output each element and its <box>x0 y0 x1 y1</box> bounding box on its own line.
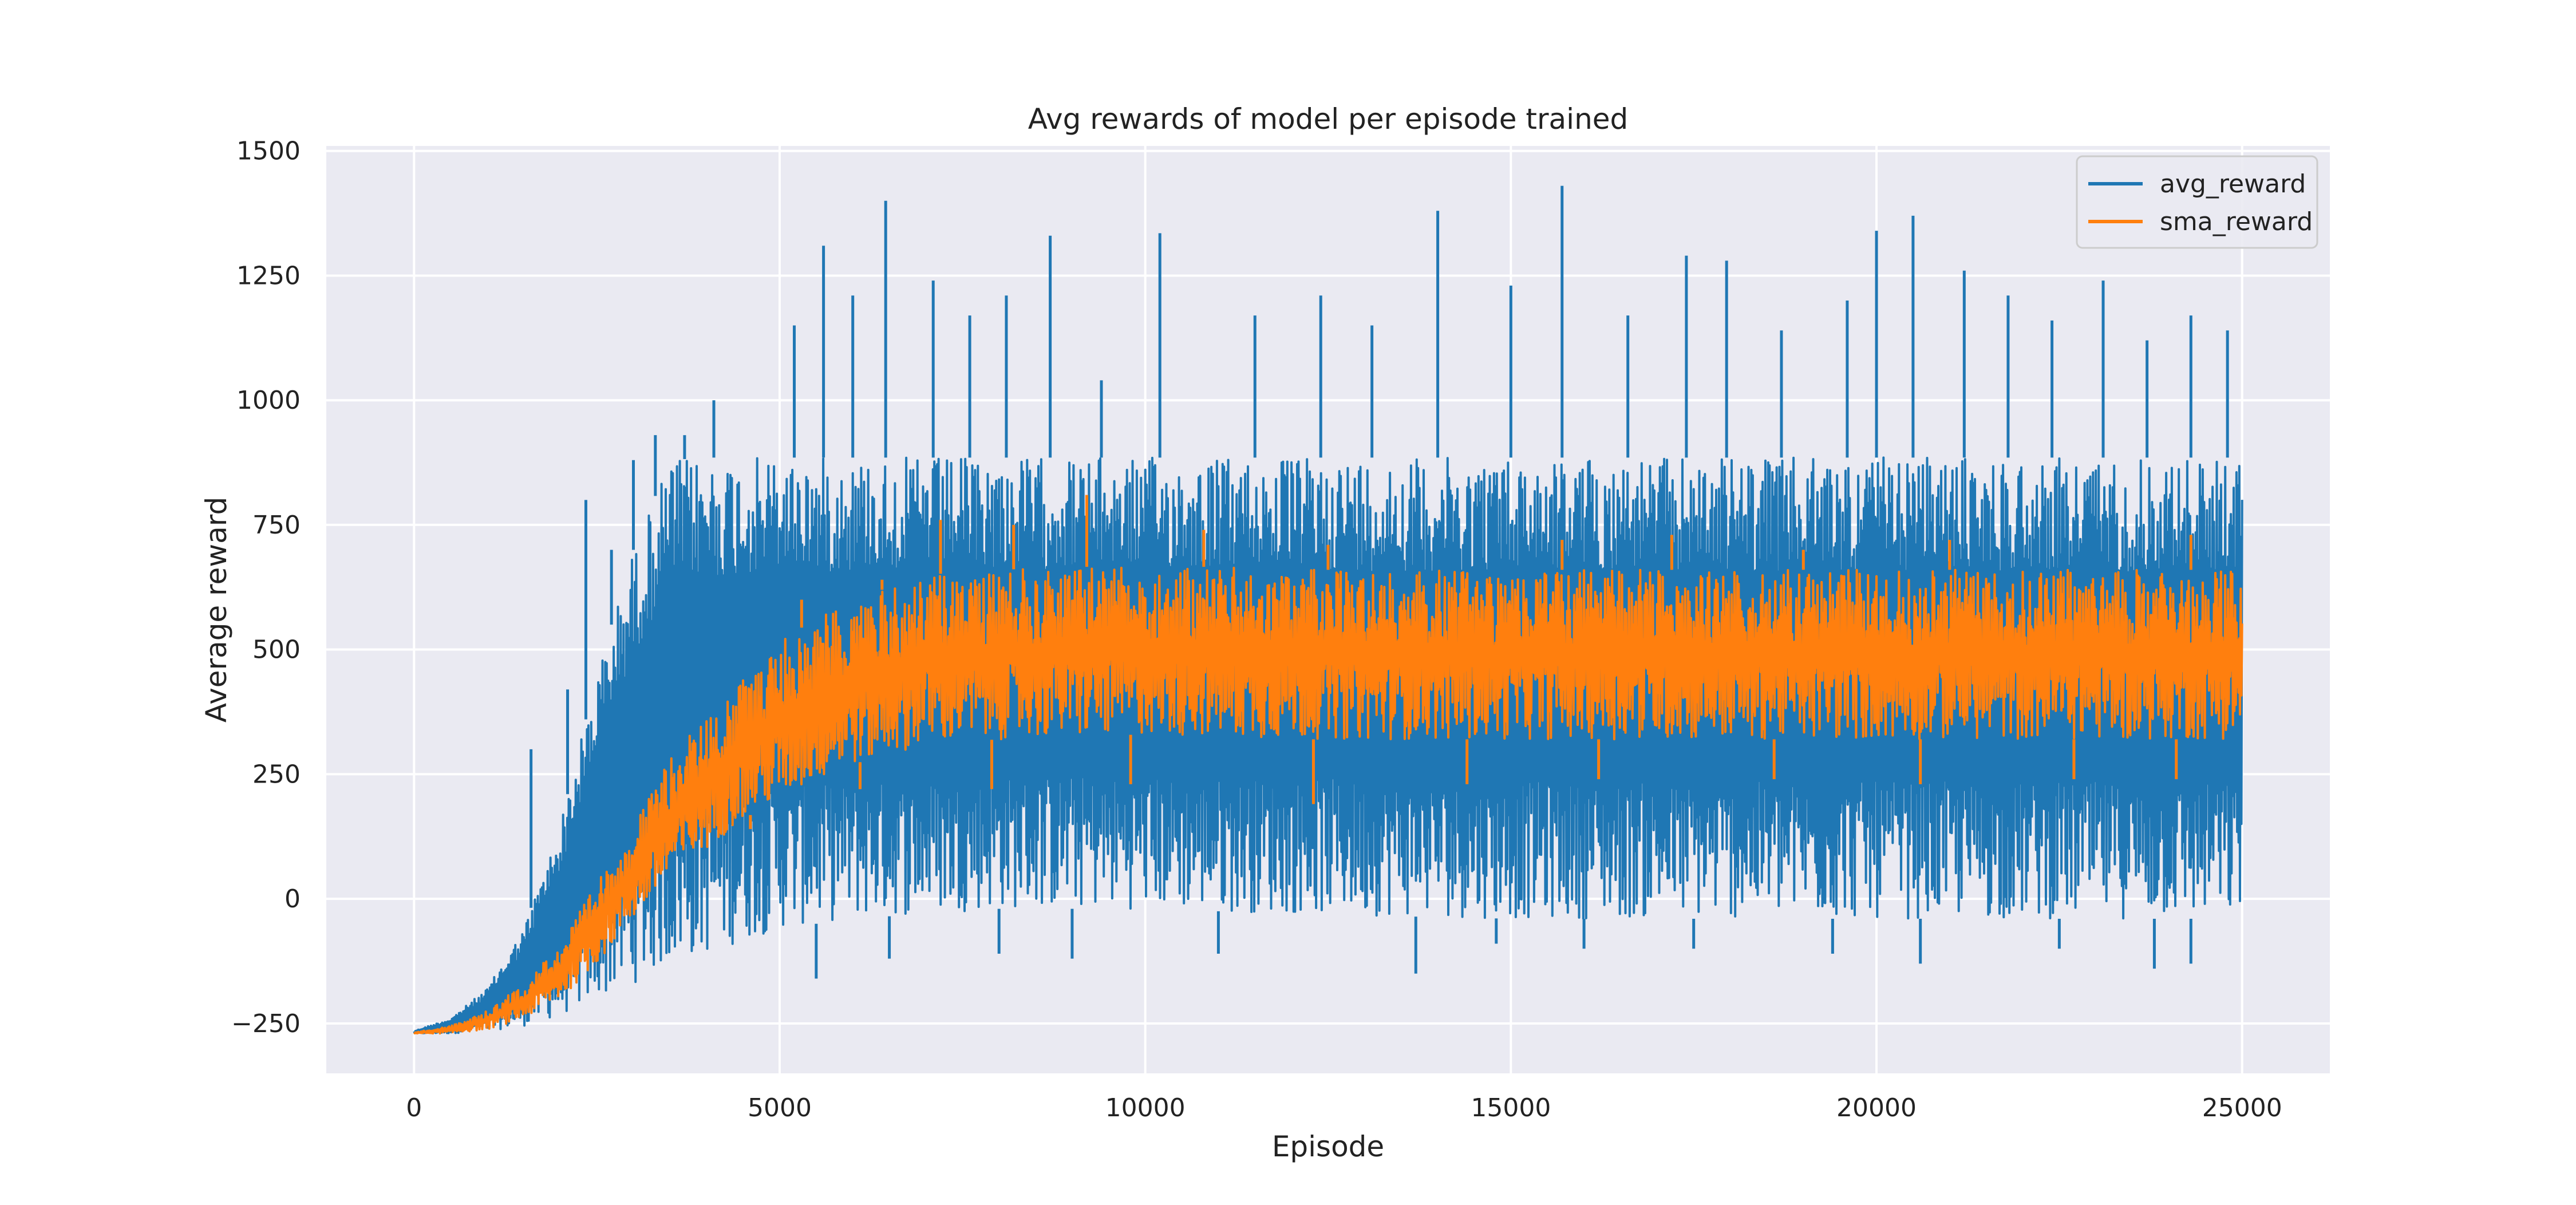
legend-label-sma_reward: sma_reward <box>2160 207 2313 236</box>
y-axis-label: Average reward <box>200 497 233 722</box>
chart-title: Avg rewards of model per episode trained <box>1028 102 1629 136</box>
y-tick-label: −250 <box>231 1009 301 1038</box>
legend-box <box>2076 155 2318 249</box>
x-tick-label: 20000 <box>1836 1093 1917 1123</box>
x-tick-label: 15000 <box>1471 1093 1551 1123</box>
series-sma_reward <box>413 495 2243 1035</box>
x-axis-label: Episode <box>1272 1130 1384 1163</box>
x-tick-label: 0 <box>406 1093 422 1123</box>
legend-label-avg_reward: avg_reward <box>2160 169 2306 199</box>
tick-labels: 0 5000 10000 15000 20000 25000 −250 0 250 500 750 1… <box>231 137 2282 1123</box>
y-tick-label: 1500 <box>236 137 301 166</box>
x-tick-label: 10000 <box>1105 1093 1186 1123</box>
y-tick-label: 1250 <box>236 261 301 290</box>
y-tick-label: 0 <box>285 884 301 914</box>
y-tick-label: 750 <box>252 511 301 540</box>
x-tick-label: 25000 <box>2202 1093 2282 1123</box>
y-tick-label: 1000 <box>236 386 301 415</box>
y-tick-label: 250 <box>252 760 301 789</box>
legend: avg_reward sma_reward <box>2076 155 2318 249</box>
series-layer <box>413 185 2243 1035</box>
y-tick-label: 500 <box>252 635 301 665</box>
x-tick-label: 5000 <box>748 1093 812 1123</box>
series-line-sma_reward <box>413 567 2243 1035</box>
